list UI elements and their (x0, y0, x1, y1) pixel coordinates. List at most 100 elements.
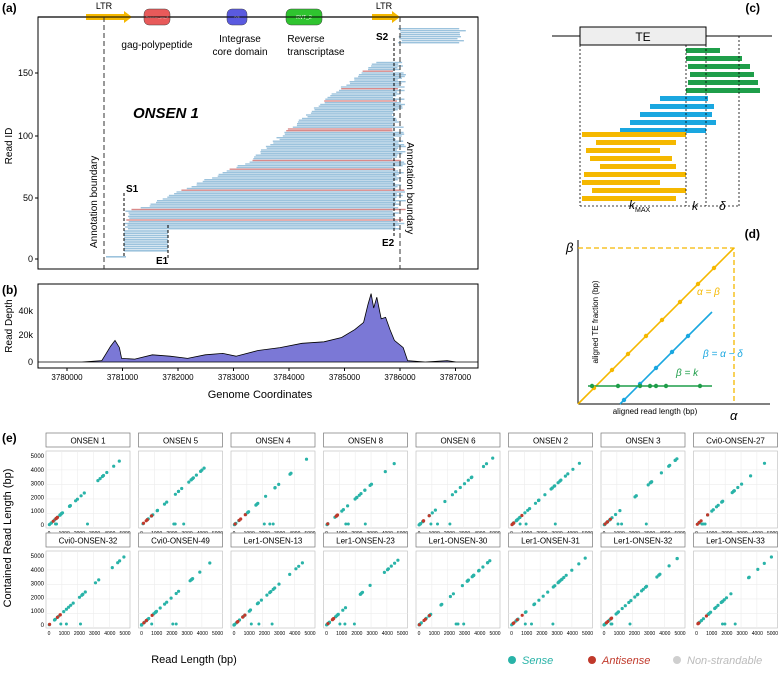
read-bar (265, 145, 406, 148)
sense-point (169, 596, 173, 600)
annotation-boundary-right-label: Annotation boundary (404, 142, 415, 234)
sense-point (173, 522, 177, 526)
dot-green (653, 383, 659, 389)
antisense-point (422, 618, 426, 623)
facet-title: ONSEN 4 (255, 437, 291, 446)
sense-point (383, 470, 387, 474)
sense-point (93, 581, 98, 585)
sense-point (436, 522, 439, 526)
read-bar (212, 177, 402, 179)
read-bar (330, 95, 397, 97)
sense-point (623, 604, 627, 608)
facet-xtick: 0 (510, 631, 513, 637)
read-bar (229, 168, 396, 170)
read-id-yticks: 0 50 100 150 (18, 68, 33, 264)
dot-blue (653, 365, 659, 371)
te-label: TE (635, 30, 650, 44)
facet-xtick: 2000 (444, 631, 455, 637)
sense-point (756, 567, 760, 572)
read-bar (128, 215, 396, 218)
read-bar (346, 84, 399, 86)
genome-xtick: 3787000 (440, 373, 472, 382)
read-bar (371, 63, 399, 65)
sense-point (644, 522, 648, 526)
sense-point (343, 622, 347, 626)
antisense-point (609, 617, 613, 621)
marker-e1: E1 (156, 256, 169, 267)
panel-label-e: (e) (2, 431, 17, 445)
facet-title: ONSEN 3 (625, 437, 661, 446)
sense-point (150, 622, 154, 626)
rve-domain-label-1: Integrase (219, 34, 261, 45)
antisense-point (604, 621, 609, 625)
antisense-point (704, 614, 709, 618)
sense-point (454, 622, 458, 626)
genome-xtick: 3780000 (51, 373, 83, 382)
genome-xtick: 3783000 (218, 373, 250, 382)
facet-xtick: 5000 (767, 631, 778, 637)
sense-point (177, 589, 181, 593)
sense-point (198, 570, 202, 574)
facet-ytick: 4000 (31, 468, 45, 474)
facet-xtick: 4000 (104, 631, 115, 637)
marker-s2: S2 (376, 32, 389, 43)
te-read-bars (582, 48, 760, 201)
genome-xticks: 3780000 3781000 3782000 3783000 3784000 37850… (51, 368, 472, 382)
facet-xtick: 2000 (629, 631, 640, 637)
facet-xtick: 3000 (89, 631, 100, 637)
legend-antisense-dot (588, 656, 596, 664)
read-bar (156, 201, 396, 204)
read-bar (341, 88, 398, 90)
read-bar (125, 210, 393, 212)
te-bar-yellow (584, 172, 686, 177)
facet-xtick: 2000 (351, 631, 362, 637)
sense-point (118, 559, 122, 563)
te-bar-blue (650, 104, 714, 109)
facet-title: Cvi0-ONSEN-49 (151, 537, 210, 546)
facet-xtick: 1000 (59, 631, 70, 637)
read-bar (124, 247, 168, 250)
sense-point (729, 592, 733, 596)
read-bar (124, 239, 168, 241)
facet-title: ONSEN 6 (440, 437, 476, 446)
read-bar (124, 234, 168, 237)
read-depth-ylabel: Read Depth (4, 299, 15, 352)
sense-point (610, 622, 614, 626)
facet-xtick: 1000 (336, 631, 347, 637)
gag-domain-label: gag-polypeptide (121, 40, 193, 51)
sense-point (77, 595, 82, 599)
facet-xtick: 4000 (197, 631, 208, 637)
read-bar (128, 221, 398, 223)
read-bar (297, 121, 399, 123)
antisense-point (150, 613, 154, 618)
read-bar (181, 189, 405, 191)
sense-point (721, 622, 724, 626)
read-bar (398, 36, 461, 38)
sense-point (97, 578, 101, 582)
read-bar (129, 214, 395, 216)
sense-point (98, 477, 102, 481)
sense-point (458, 485, 462, 490)
sense-point (429, 522, 433, 526)
sense-point (297, 564, 301, 568)
read-bar (124, 230, 168, 232)
read-bar (124, 236, 168, 239)
read-bar (124, 222, 405, 225)
sense-point (162, 502, 167, 506)
antisense-point (417, 623, 421, 627)
read-bar (320, 103, 405, 106)
facet-xtick: 1000 (151, 631, 162, 637)
read-bar (186, 187, 396, 190)
sense-point (191, 577, 195, 581)
sense-point (112, 464, 116, 468)
read-bar (245, 163, 406, 165)
read-bar (354, 79, 398, 81)
sense-point (273, 486, 277, 490)
annotation-boundary-left-label: Annotation boundary (89, 156, 100, 248)
aligned-read-length-label: aligned read length (bp) (613, 407, 698, 416)
sense-point (450, 493, 454, 497)
legend-nonstrand-dot (673, 656, 681, 664)
sense-point (357, 493, 361, 497)
read-id-ylabel: Read ID (4, 128, 15, 165)
sense-point (562, 575, 566, 580)
